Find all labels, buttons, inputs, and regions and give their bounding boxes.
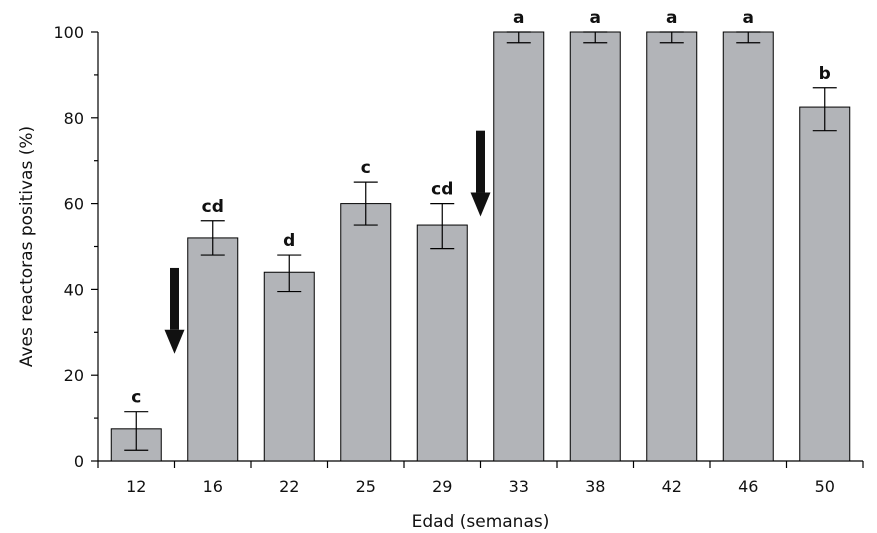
bar-29 [416, 224, 468, 462]
x-tick-label: 29 [432, 477, 452, 496]
error-bar-38 [583, 31, 608, 44]
significance-letter-29: cd [431, 180, 453, 200]
x-tick-label: 46 [738, 477, 758, 496]
y-tick-label: 80 [64, 109, 84, 128]
bar-25 [340, 203, 392, 462]
bar-46 [722, 31, 774, 462]
x-tick-label: 42 [662, 477, 682, 496]
error-bar-29 [430, 203, 455, 250]
significance-letter-25: c [361, 158, 371, 178]
x-tick-label: 38 [585, 477, 605, 496]
significance-letter-16: cd [202, 197, 224, 217]
x-axis-title: Edad (semanas) [412, 512, 550, 532]
significance-letter-12: c [131, 388, 141, 408]
arrow-head [470, 192, 491, 217]
x-tick-label: 16 [203, 477, 223, 496]
arrow-shaft [476, 130, 485, 193]
error-bar-50 [812, 87, 837, 132]
error-bar-25 [353, 181, 378, 226]
significance-letters: c cd d c cd a a a a b [131, 8, 831, 408]
arrow-head [164, 329, 185, 354]
significance-letter-50: b [819, 64, 831, 84]
down-arrow-icon [164, 267, 185, 354]
error-bar-46 [736, 31, 761, 44]
significance-letter-38: a [590, 8, 601, 28]
x-ticks: 12 16 22 25 29 33 38 42 46 50 [97, 461, 864, 496]
bar-33 [493, 31, 545, 462]
x-tick-label: 50 [815, 477, 835, 496]
y-tick-label: 40 [64, 280, 84, 299]
x-tick-label: 33 [509, 477, 529, 496]
down-arrow-icon [470, 130, 491, 217]
bar-50 [799, 106, 851, 462]
arrow-shaft [170, 267, 179, 330]
x-tick-label: 22 [279, 477, 299, 496]
x-tick-label: 25 [356, 477, 376, 496]
arrows [164, 130, 491, 354]
y-tick-label: 100 [53, 23, 84, 42]
error-bars [124, 31, 837, 451]
error-bar-42 [659, 31, 684, 44]
y-tick-label: 20 [64, 366, 84, 385]
error-bar-33 [506, 31, 531, 44]
y-ticks: 0 20 40 60 80 100 [53, 23, 98, 471]
significance-letter-22: d [283, 231, 295, 251]
bar-16 [187, 237, 239, 462]
bars [110, 31, 851, 462]
error-bar-12 [124, 411, 149, 451]
error-bar-16 [200, 220, 225, 256]
bar-42 [646, 31, 698, 462]
y-tick-label: 60 [64, 195, 84, 214]
bar-22 [263, 271, 315, 462]
significance-letter-42: a [666, 8, 677, 28]
significance-letter-46: a [743, 8, 754, 28]
bar-38 [569, 31, 621, 462]
y-tick-label: 0 [74, 452, 84, 471]
x-tick-label: 12 [126, 477, 146, 496]
error-bar-22 [277, 254, 302, 293]
significance-letter-33: a [513, 8, 524, 28]
y-axis-title: Aves reactoras positivas (%) [17, 126, 37, 367]
